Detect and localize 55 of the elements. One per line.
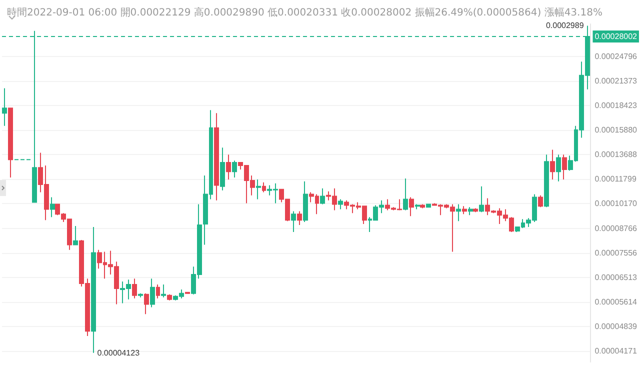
candlestick [8, 108, 13, 178]
candlestick [303, 180, 308, 223]
candlestick [403, 178, 408, 211]
y-tick-label: 0.00024796 [594, 52, 638, 62]
candlestick [214, 112, 219, 201]
y-tick-label: 0.00021373 [594, 76, 638, 86]
candlestick [256, 178, 261, 200]
y-tick-label: 0.00010170 [594, 199, 638, 208]
y-tick-label: 0.00004171 [594, 346, 638, 356]
candlestick [415, 204, 420, 210]
candlestick [91, 226, 96, 354]
candlestick [132, 278, 137, 299]
y-tick-label: 0.00013688 [594, 150, 638, 160]
candlestick [320, 188, 325, 205]
y-tick-label: 0.00008766 [594, 224, 638, 233]
candlestick [550, 149, 555, 180]
candlestick [538, 194, 543, 208]
y-tick-label: 0.00007556 [594, 248, 638, 258]
annotation: 0.00004123 [97, 348, 140, 358]
y-tick-label: 0.00006513 [594, 272, 638, 282]
candlestick [562, 154, 567, 180]
y-tick-label: 0.00015880 [594, 126, 638, 135]
candlestick [556, 154, 561, 182]
candlestick [338, 198, 343, 210]
candlestick [73, 225, 78, 246]
candlestick [468, 206, 473, 216]
candlestick [150, 278, 155, 308]
candlestick [409, 196, 414, 217]
candlestick [462, 206, 467, 215]
candlestick [161, 284, 166, 298]
candlestick [426, 204, 431, 208]
candlestick [2, 88, 7, 126]
annotation: 0.0002989 [546, 21, 584, 30]
candlestick [544, 154, 549, 208]
candlestick [420, 204, 425, 209]
candlestick [456, 204, 461, 222]
chart-title: 時間2022-09-01 06:00 開0.00022129 高0.00029890 低0.00020331 收0.00028002 振幅26.49%(0.00005864) 漲幅43.18% [7, 6, 602, 18]
candlestick [50, 196, 55, 218]
y-tick-label: 0.00004839 [594, 322, 638, 331]
candlestick [138, 292, 143, 298]
y-tick-label: 0.00011799 [594, 174, 637, 184]
candlestick [232, 160, 237, 178]
candlestick [167, 294, 172, 301]
candlestick [262, 182, 266, 193]
ref-line-label: 0.00028002 [594, 32, 638, 41]
candlestick [297, 210, 302, 226]
candlestick [144, 292, 149, 315]
candlestick [291, 210, 296, 232]
y-tick-label: 0.00005614 [594, 297, 638, 306]
candlestick [156, 284, 160, 299]
y-tick-label: 0.00018423 [594, 101, 638, 110]
candlestick [220, 147, 225, 191]
candlestick [473, 208, 478, 213]
candlestick [226, 154, 231, 180]
candlestick [479, 186, 484, 213]
